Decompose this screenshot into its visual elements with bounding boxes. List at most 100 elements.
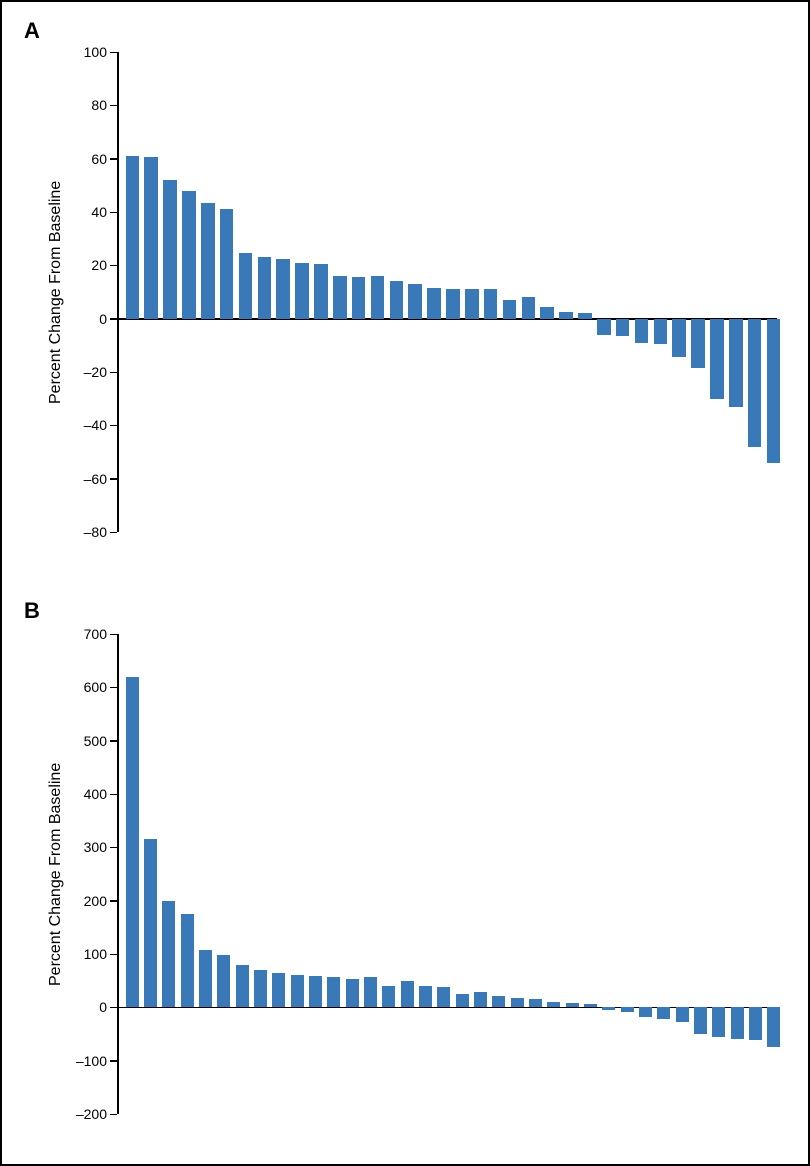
y-tick-label: 500: [59, 733, 107, 749]
bar: [220, 209, 234, 318]
bar: [729, 319, 743, 407]
bar: [621, 1007, 634, 1011]
bar: [602, 1007, 615, 1010]
bar: [371, 276, 385, 319]
y-axis-line: [117, 52, 119, 532]
bar: [710, 319, 724, 399]
y-tick: [110, 900, 117, 902]
y-axis-label: Percent Change From Baseline: [47, 181, 65, 404]
bar: [352, 277, 366, 318]
bar: [182, 191, 196, 319]
bar: [419, 986, 432, 1007]
y-tick: [110, 105, 117, 107]
bar: [446, 289, 460, 318]
y-tick-label: 60: [59, 151, 107, 167]
bar: [144, 157, 158, 318]
bar: [566, 1003, 579, 1007]
y-tick: [110, 158, 117, 160]
bar: [314, 264, 328, 319]
bar: [382, 986, 395, 1007]
bar: [236, 965, 249, 1008]
bar: [749, 1007, 762, 1040]
bar: [295, 263, 309, 319]
bar: [474, 992, 487, 1007]
figure-container: A –80–60–40–20020406080100Percent Change…: [0, 0, 810, 1166]
y-tick: [110, 372, 117, 374]
bar: [333, 276, 347, 319]
bar: [276, 259, 290, 319]
bar: [346, 979, 359, 1008]
y-tick-label: 0: [59, 999, 107, 1015]
bar: [456, 994, 469, 1007]
bar: [691, 319, 705, 368]
y-tick-label: –60: [59, 471, 107, 487]
y-tick: [110, 425, 117, 427]
bar: [126, 677, 139, 1008]
bar: [503, 300, 517, 319]
bar: [437, 987, 450, 1007]
y-tick-label: –80: [59, 524, 107, 540]
y-tick: [110, 687, 117, 689]
y-tick: [110, 954, 117, 956]
bar: [254, 970, 267, 1007]
y-tick-label: 40: [59, 204, 107, 220]
bar: [217, 955, 230, 1007]
bar: [731, 1007, 744, 1039]
y-tick: [110, 478, 117, 480]
bar: [597, 319, 611, 335]
bar: [511, 998, 524, 1008]
bar: [201, 203, 215, 319]
y-tick-label: –20: [59, 364, 107, 380]
y-tick: [110, 212, 117, 214]
bar: [712, 1007, 725, 1036]
bar: [492, 996, 505, 1008]
y-tick-label: 300: [59, 839, 107, 855]
y-tick: [110, 318, 117, 320]
y-tick-label: –40: [59, 417, 107, 433]
bar: [258, 257, 272, 318]
y-tick: [110, 847, 117, 849]
bar: [364, 977, 377, 1007]
bar: [126, 156, 140, 319]
y-tick: [110, 740, 117, 742]
bar: [522, 297, 536, 318]
bar: [654, 319, 668, 344]
panel-a-chart: –80–60–40–20020406080100Percent Change F…: [117, 52, 777, 532]
bar: [162, 901, 175, 1008]
y-tick: [110, 532, 117, 534]
bar: [657, 1007, 670, 1019]
bar: [529, 999, 542, 1008]
y-tick-label: 600: [59, 679, 107, 695]
panel-a-label: A: [24, 18, 40, 44]
bar: [327, 977, 340, 1007]
y-tick: [110, 52, 117, 54]
bar: [408, 284, 422, 319]
y-tick: [110, 1007, 117, 1009]
bar: [427, 288, 441, 319]
bar: [484, 289, 498, 318]
y-tick-label: 20: [59, 257, 107, 273]
bar: [144, 839, 157, 1007]
bar: [540, 307, 554, 319]
bar: [181, 914, 194, 1007]
y-tick-label: 0: [59, 311, 107, 327]
y-tick-label: 200: [59, 893, 107, 909]
y-tick: [110, 1060, 117, 1062]
y-tick-label: 80: [59, 97, 107, 113]
y-tick-label: 700: [59, 626, 107, 642]
bar: [748, 319, 762, 447]
y-tick-label: –100: [59, 1053, 107, 1069]
y-tick: [110, 1114, 117, 1116]
bar: [401, 981, 414, 1008]
panel-b-chart: –200–1000100200300400500600700Percent Ch…: [117, 634, 777, 1114]
y-tick-label: 100: [59, 44, 107, 60]
bar: [559, 312, 573, 319]
bar: [465, 289, 479, 318]
bar: [390, 281, 404, 318]
bar: [163, 180, 177, 319]
y-tick: [110, 634, 117, 636]
bar: [578, 313, 592, 318]
y-tick-label: 400: [59, 786, 107, 802]
bar: [616, 319, 630, 336]
bar: [291, 975, 304, 1007]
